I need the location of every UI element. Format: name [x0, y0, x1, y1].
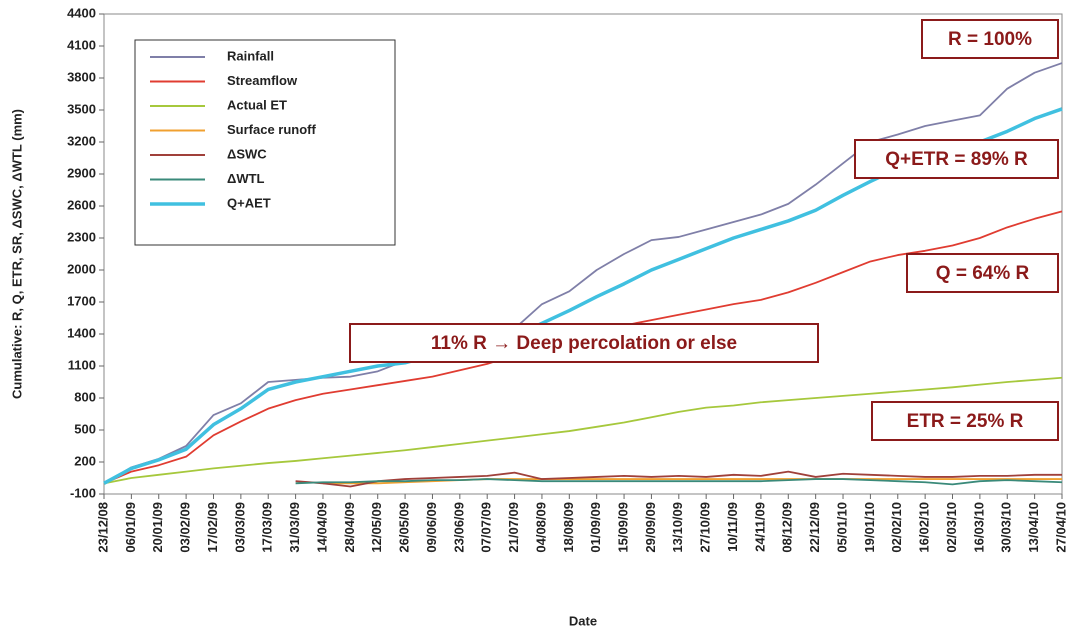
x-tick-label: 01/09/09 [588, 502, 603, 553]
x-tick-label: 26/05/09 [397, 502, 412, 553]
y-tick-label: 3800 [67, 69, 96, 84]
y-tick-label: 2300 [67, 229, 96, 244]
series-line [295, 470, 1062, 488]
x-tick-label: 24/11/09 [752, 502, 767, 552]
x-tick-label: 07/07/09 [479, 502, 494, 553]
plot-frame [103, 13, 1063, 495]
x-tick-label: 04/08/09 [533, 502, 548, 553]
x-tick-label: 27/10/09 [698, 502, 713, 553]
x-tick-label: 14/04/09 [314, 502, 329, 553]
x-tick-label: 13/04/10 [1026, 502, 1041, 553]
y-tick-label: 500 [74, 421, 96, 436]
x-axis-label: Date [569, 613, 597, 628]
series-line [103, 62, 1063, 485]
annotation-box [854, 139, 1059, 179]
x-tick-label: 17/03/09 [260, 502, 275, 553]
x-tick-label: 31/03/09 [287, 502, 302, 553]
legend-label: Q+AET [227, 195, 271, 210]
x-tick-label: 05/01/10 [834, 502, 849, 553]
x-tick-label: 02/02/10 [889, 502, 904, 553]
series-line [103, 376, 1063, 485]
x-tick-label: 12/05/09 [369, 502, 384, 553]
annotation: Q+ETR = 89% R [885, 149, 1028, 170]
y-tick-label: 4400 [67, 5, 96, 20]
x-tick-label: 17/02/09 [205, 502, 220, 553]
x-tick-label: 29/09/09 [643, 502, 658, 553]
x-tick-label: 03/03/09 [232, 502, 247, 553]
y-tick-label: -100 [70, 485, 96, 500]
legend-label: Surface runoff [227, 122, 317, 137]
legend-label: Actual ET [227, 97, 287, 112]
y-tick-label: 4100 [67, 37, 96, 52]
legend-label: ΔSWC [227, 146, 267, 161]
x-tick-label: 23/06/09 [451, 502, 466, 553]
x-tick-label: 09/06/09 [424, 502, 439, 553]
series-line [295, 478, 1063, 486]
annotation-box [871, 401, 1059, 441]
x-tick-label: 16/03/10 [971, 502, 986, 553]
legend-box [134, 39, 396, 246]
x-tick-label: 19/01/10 [862, 502, 877, 553]
y-tick-label: 2900 [67, 165, 96, 180]
x-tick-label: 22/12/09 [807, 502, 822, 553]
x-tick-label: 02/03/10 [944, 502, 959, 553]
y-tick-label: 2600 [67, 197, 96, 212]
y-axis-label: Cumulative: R, Q, ETR, SR, ΔSWC, ΔWTL (m… [9, 109, 24, 399]
legend-label: Rainfall [227, 48, 274, 63]
x-tick-label: 06/01/09 [123, 502, 138, 553]
x-tick-label: 13/10/09 [670, 502, 685, 553]
y-tick-label: 3500 [67, 101, 96, 116]
annotation: Q = 64% R [936, 263, 1030, 284]
x-tick-label: 10/11/09 [725, 502, 740, 552]
x-tick-label: 18/08/09 [561, 502, 576, 553]
legend: Rainfall Streamflow Actual ET Surface runof… [134, 39, 396, 246]
x-tick-label: 27/04/10 [1053, 502, 1068, 553]
x-tick-label: 30/03/10 [999, 502, 1014, 553]
y-tick-label: 1100 [68, 357, 96, 372]
y-tick-label: 1700 [67, 293, 96, 308]
annotation-box [906, 253, 1059, 293]
annotation: R = 100% [948, 29, 1032, 50]
x-tick-label: 28/04/09 [342, 502, 357, 553]
y-tick-label: 800 [74, 389, 96, 404]
x-tick-label: 20/01/09 [150, 502, 165, 553]
annotation: ETR = 25% R [907, 411, 1024, 432]
legend-label: ΔWTL [227, 171, 265, 186]
x-tick-label: 21/07/09 [506, 502, 521, 553]
annotation-box [921, 19, 1059, 59]
x-tick-label: 03/02/09 [178, 502, 193, 553]
x-tick-label: 08/12/09 [780, 502, 795, 553]
x-tick-label: 23/12/08 [95, 502, 110, 553]
y-tick-label: 200 [74, 453, 96, 468]
annotation: 11% R → Deep percolation or else [431, 333, 737, 354]
x-tick-label: 16/02/10 [917, 502, 932, 553]
legend-label: Streamflow [227, 73, 298, 88]
y-tick-label: 2000 [67, 261, 96, 276]
x-tick-label: 15/09/09 [615, 502, 630, 553]
y-tick-label: 1400 [67, 325, 96, 340]
annotation-box [349, 323, 819, 363]
y-tick-label: 3200 [67, 133, 96, 148]
